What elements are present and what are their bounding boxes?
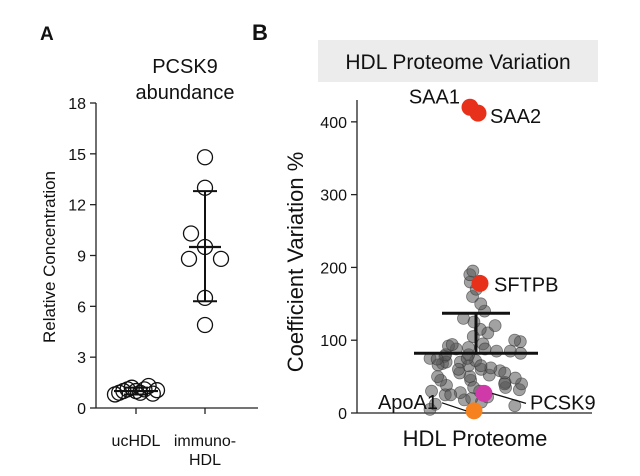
panel-b-y-tick-label: 200 <box>320 260 347 277</box>
panel-a-y-tick-label: 3 <box>77 350 86 367</box>
panel-b-highlights: SAA1 SAA2 SFTPB PCSK9 ApoA1 <box>378 86 596 420</box>
panel-a-x-tick-label: ucHDL <box>112 433 161 450</box>
panel-b-protein-point <box>498 377 512 391</box>
panel-b-y-tick-label: 300 <box>320 188 347 205</box>
panel-a-data-point <box>212 250 230 268</box>
panel-a-title-line-1: PCSK9 <box>152 56 218 78</box>
panel-a-y-tick-label: 0 <box>77 401 86 418</box>
panel-b-chart: HDL Proteome Variation Coefficient Varia… <box>283 40 598 451</box>
panel-b-protein-point <box>508 333 522 347</box>
panel-b-highlight-label: SAA2 <box>490 106 541 128</box>
panel-a-x-tick-label: HDL <box>189 452 221 469</box>
panel-b-highlight-label: SFTPB <box>494 274 558 296</box>
panel-a-y-tick-label: 12 <box>68 198 86 215</box>
panel-a-data-point <box>180 250 198 268</box>
panel-b-highlight-label: PCSK9 <box>530 392 596 414</box>
panel-a-data-point <box>196 316 214 334</box>
panel-a-data-point <box>132 384 149 401</box>
panel-b-highlight-label: ApoA1 <box>378 392 438 414</box>
panel-b-highlight-point <box>471 274 489 292</box>
panel-a-y-tick-label: 18 <box>68 96 86 113</box>
panel-label-a: A <box>40 24 54 45</box>
panel-b-protein-point <box>498 366 512 380</box>
panel-b-protein-point <box>474 359 488 373</box>
panel-b-title-box <box>318 40 598 82</box>
panel-b-title: HDL Proteome Variation <box>345 51 570 74</box>
panel-b-y-tick-label: 100 <box>320 333 347 350</box>
panel-a-points <box>106 149 230 403</box>
panel-b-protein-point <box>452 362 465 376</box>
panel-label-b: B <box>252 20 268 45</box>
panel-b-protein-point <box>425 384 438 398</box>
panel-b-highlight-point <box>469 104 487 122</box>
panel-b-y-tick-label: 0 <box>338 406 347 423</box>
panel-a-y-tick-label: 6 <box>77 299 86 316</box>
panel-b-protein-point <box>466 264 480 278</box>
panel-b-highlight-point <box>465 402 483 420</box>
panel-b-highlight-label: SAA1 <box>409 86 460 108</box>
panel-b-x-axis-label: HDL Proteome <box>403 426 548 451</box>
panel-b-protein-point <box>462 341 475 354</box>
panel-a-axes: 0 3 6 9 12 15 18 ucHDL immuno- HDL <box>68 96 258 469</box>
panel-b-protein-point <box>431 370 444 384</box>
panel-a-y-tick-label: 15 <box>68 147 86 164</box>
panel-b-protein-point <box>508 371 522 385</box>
panel-b-protein-point <box>488 319 502 333</box>
panel-b-protein-point <box>503 344 517 358</box>
panel-a-data-point <box>196 149 214 166</box>
panel-b-y-axis-label: Coefficient Variation % <box>283 152 308 373</box>
panel-a-title-line-2: abundance <box>136 82 235 104</box>
panel-a-y-tick-label: 9 <box>77 249 86 266</box>
panel-b-protein-point <box>430 352 444 366</box>
panel-b-protein-point <box>428 397 442 411</box>
panel-a-x-tick-label: immuno- <box>174 433 236 450</box>
panel-b-y-tick-label: 400 <box>320 115 347 132</box>
panel-a-chart: PCSK9 abundance Relative Concentration 0… <box>40 56 258 469</box>
panel-b-highlight-point <box>475 384 493 402</box>
panel-b-points <box>414 264 538 416</box>
panel-a-data-point <box>182 225 200 242</box>
panel-b-highlight-leader <box>491 392 527 404</box>
panel-b-protein-point <box>445 338 459 351</box>
panel-b-axes: 0 100 200 300 400 <box>320 100 592 423</box>
panel-b-protein-point <box>444 388 458 402</box>
panel-b-highlight-leader <box>441 402 467 412</box>
panel-b-protein-point <box>490 344 503 358</box>
panel-b-protein-point <box>474 297 488 311</box>
panel-a-y-axis-label: Relative Concentration <box>40 171 59 343</box>
panel-a-data-point <box>140 377 157 395</box>
